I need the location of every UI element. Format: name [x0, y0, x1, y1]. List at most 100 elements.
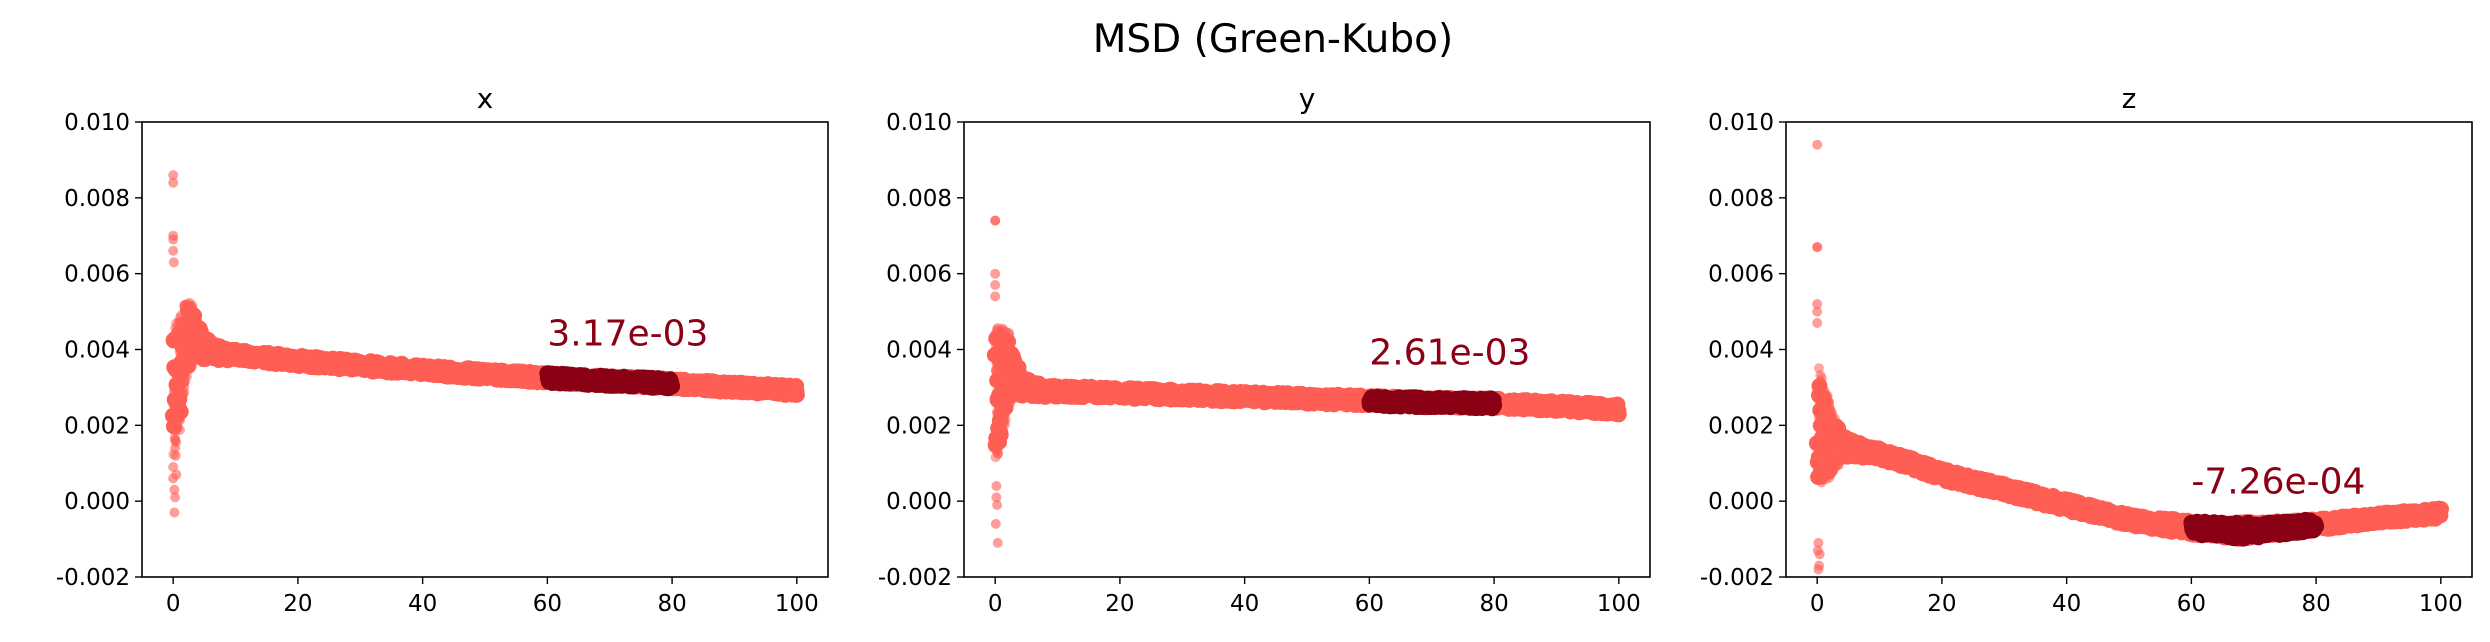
y-tick-label: 0.004	[64, 338, 130, 364]
y-tick-label: -0.002	[878, 565, 952, 591]
x-tick-label: 20	[283, 591, 312, 617]
data-point	[1005, 337, 1016, 348]
y-tick-label: 0.002	[886, 413, 952, 439]
subplot-title: x	[477, 82, 494, 115]
data-point	[187, 334, 198, 345]
outlier-point	[171, 469, 182, 480]
data-point	[788, 386, 805, 403]
outlier-point	[990, 291, 1001, 302]
subplot-z: 0 20 40 60 80 100-0.0020.0000.0020.0040.0060.…	[1700, 82, 2473, 617]
series-outliers	[990, 215, 1003, 548]
data-point	[173, 414, 184, 425]
series-highlight	[539, 365, 681, 397]
y-tick-label: 0.002	[64, 413, 130, 439]
x-tick-label: 0	[166, 591, 181, 617]
data-point	[170, 435, 181, 446]
data-point	[1005, 398, 1016, 409]
highlight-point	[1486, 397, 1503, 414]
y-tick-label: 0.000	[64, 489, 130, 515]
value-annotation: 3.17e-03	[547, 314, 708, 355]
outlier-point	[168, 257, 179, 268]
y-tick-label: 0.008	[886, 186, 952, 212]
data-point	[1005, 373, 1016, 384]
outlier-point	[170, 492, 181, 503]
outlier-point	[992, 500, 1003, 510]
data-point	[1008, 383, 1019, 393]
subplot-title: y	[1299, 82, 1316, 115]
data-point	[183, 356, 194, 367]
data-point	[1014, 359, 1025, 370]
data-point	[993, 448, 1004, 459]
series-early-scatter	[168, 297, 204, 460]
subplot-y: 0 20 40 60 80 100 -0.002 0.000 0.002 0.004 0.006 0.…	[878, 82, 1651, 617]
data-point	[191, 349, 201, 360]
data-point	[175, 400, 186, 411]
data-point	[172, 423, 183, 433]
outlier-point	[991, 481, 1002, 491]
data-point	[990, 333, 1001, 344]
y-tick-label: 0.004	[886, 338, 952, 364]
data-point	[186, 307, 197, 318]
outlier-point	[990, 280, 1001, 290]
outlier-point	[992, 537, 1003, 548]
y-tick-label: 0.010	[64, 110, 130, 136]
outlier-point	[990, 268, 1001, 279]
outlier-point	[168, 177, 179, 188]
outlier-point	[991, 492, 1002, 503]
outlier-point	[990, 518, 1001, 529]
x-tick-label: 40	[1230, 591, 1259, 617]
highlight-point	[664, 378, 681, 395]
plot-area	[1808, 139, 2449, 575]
data-point	[168, 387, 179, 398]
data-point	[991, 394, 1001, 405]
series-outliers	[168, 170, 182, 518]
data-point	[175, 313, 185, 323]
x-tick-label: 20	[1105, 591, 1134, 617]
subplot-x: 0 20 40 60 80 100 -0.002 0.000 0.002 0.004 0.006 0.…	[56, 82, 829, 617]
value-annotation: 2.61e-03	[1369, 333, 1530, 374]
series-highlight	[1361, 388, 1503, 417]
x-tick-label: 80	[1479, 591, 1508, 617]
data-point	[994, 414, 1005, 425]
data-point	[996, 401, 1007, 412]
data-point	[181, 371, 192, 382]
x-tick-label: 0	[988, 591, 1003, 617]
outlier-point	[990, 215, 1001, 226]
outlier-point	[170, 443, 181, 454]
x-tick-label: 100	[775, 591, 819, 617]
y-tick-label: 0.010	[886, 110, 952, 136]
plot-area	[986, 215, 1627, 548]
data-point	[990, 364, 1001, 375]
outlier-point	[170, 450, 181, 461]
y-tick-label: 0.000	[886, 489, 952, 515]
data-point	[176, 339, 187, 350]
data-point	[180, 300, 191, 311]
x-tick-label: 80	[657, 591, 686, 617]
x-tick-label: 40	[408, 591, 437, 617]
outlier-point	[168, 245, 179, 256]
x-tick-label: 60	[1355, 591, 1384, 617]
data-point	[1012, 370, 1023, 381]
data-point	[995, 341, 1006, 352]
data-point	[177, 347, 188, 358]
y-tick-label: 0.008	[64, 186, 130, 212]
plot-area	[164, 170, 805, 518]
outlier-point	[169, 507, 180, 518]
data-point	[1004, 328, 1014, 338]
series-early-scatter	[990, 323, 1025, 463]
y-tick-label: 0.006	[886, 262, 952, 288]
data-point	[172, 328, 183, 339]
x-tick-label: 60	[533, 591, 562, 617]
x-tick-label: 100	[1597, 591, 1641, 617]
data-point	[992, 324, 1002, 335]
outlier-point	[168, 462, 179, 472]
y-tick-label: 0.006	[64, 262, 130, 288]
suptitle: MSD (Green-Kubo)	[1093, 17, 1453, 62]
outlier-point	[168, 170, 179, 181]
outlier-point	[168, 234, 179, 245]
outlier-point	[169, 484, 180, 495]
y-tick-label: -0.002	[56, 565, 130, 591]
data-point	[1009, 350, 1020, 361]
